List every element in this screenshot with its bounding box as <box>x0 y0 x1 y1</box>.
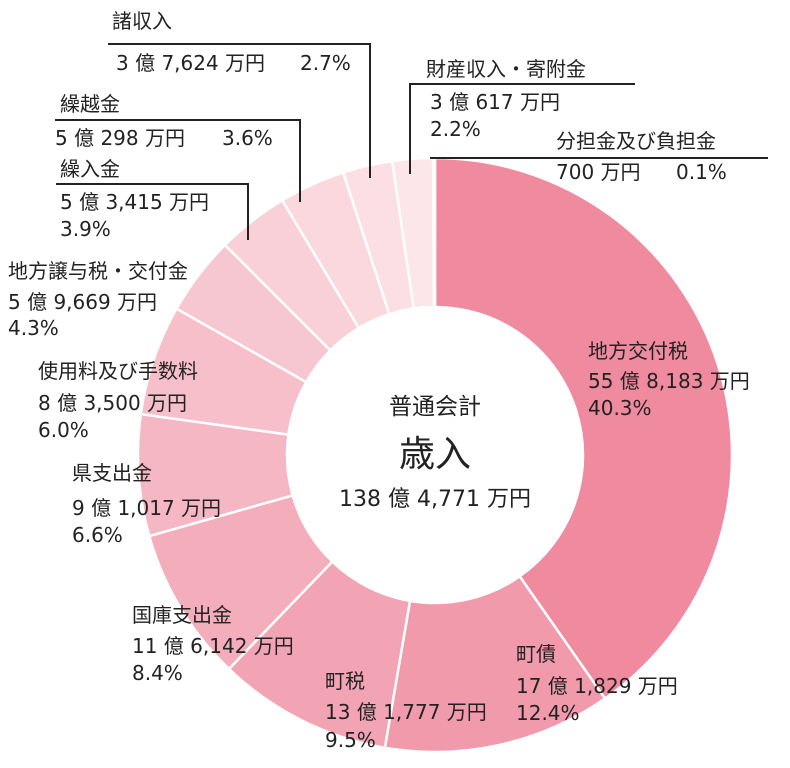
leader-line-5 <box>56 183 249 240</box>
slice-label-percent: 6.6% <box>72 523 123 547</box>
slice-label-percent: 8.4% <box>132 661 183 685</box>
slice-12 <box>431 156 437 309</box>
slice-label-name: 繰入金 <box>60 157 120 181</box>
slice-labels: 地方交付税 55 億 8,183 万円 40.3% 町債 17 億 1,829 … <box>8 9 750 752</box>
slice-label-percent: 40.3% <box>588 396 652 420</box>
slice-label-name: 諸収入 <box>112 9 172 33</box>
slice-label-amount: 8 億 3,500 万円 <box>38 391 187 415</box>
slice-label-amount: 55 億 8,183 万円 <box>588 369 750 393</box>
center-total: 138 億 4,771 万円 <box>339 487 531 512</box>
slice-label-percent: 3.9% <box>60 217 111 241</box>
slice-label-name: 使用料及び手数料 <box>38 359 198 383</box>
slice-label-amount: 5 億 298 万円 <box>55 126 185 150</box>
slice-label-name: 町債 <box>516 642 556 666</box>
slice-label-amount: 3 億 617 万円 <box>430 90 560 114</box>
slice-label-percent: 9.5% <box>325 728 376 752</box>
slice-label-amount: 17 億 1,829 万円 <box>516 674 678 698</box>
slice-1 <box>433 156 734 701</box>
slice-label-amount: 5 億 9,669 万円 <box>8 290 157 314</box>
leader-lines <box>55 43 768 240</box>
slice-label-name: 国庫支出金 <box>132 603 232 627</box>
leader-line-2 <box>409 83 635 174</box>
center-line2: 歳入 <box>399 434 471 475</box>
slice-label-amount: 13 億 1,777 万円 <box>325 700 487 724</box>
slice-label-percent: 3.6% <box>222 126 273 150</box>
slice-label-name: 地方譲与税・交付金 <box>8 259 188 283</box>
slice-label-name: 財産収入・寄附金 <box>426 57 586 81</box>
leader-line-4 <box>55 119 301 202</box>
leader-line-3 <box>108 43 371 178</box>
slice-label-amount: 11 億 6,142 万円 <box>132 634 294 658</box>
slice-2 <box>383 574 607 754</box>
slice-label-amount: 9 億 1,017 万円 <box>72 496 221 520</box>
slice-label-percent: 6.0% <box>38 418 89 442</box>
slice-label-amount: 700 万円 <box>556 160 641 184</box>
slice-label-amount: 5 億 3,415 万円 <box>60 190 209 214</box>
donut-slices <box>136 156 734 754</box>
center-line1: 普通会計 <box>389 394 481 420</box>
slice-label-amount: 3 億 7,624 万円 <box>116 51 265 75</box>
center-label: 普通会計 歳入 138 億 4,771 万円 <box>339 394 531 512</box>
slice-label-percent: 4.3% <box>8 316 59 340</box>
slice-label-percent: 2.2% <box>430 117 481 141</box>
slice-label-percent: 2.7% <box>300 51 351 75</box>
slice-label-name: 地方交付税 <box>588 339 688 363</box>
slice-label-name: 分担金及び負担金 <box>556 129 716 153</box>
slice-label-name: 県支出金 <box>72 461 152 485</box>
slice-label-name: 繰越金 <box>60 92 120 116</box>
slice-label-name: 町税 <box>325 669 365 693</box>
slice-label-percent: 12.4% <box>516 701 580 725</box>
slice-label-percent: 0.1% <box>676 160 727 184</box>
